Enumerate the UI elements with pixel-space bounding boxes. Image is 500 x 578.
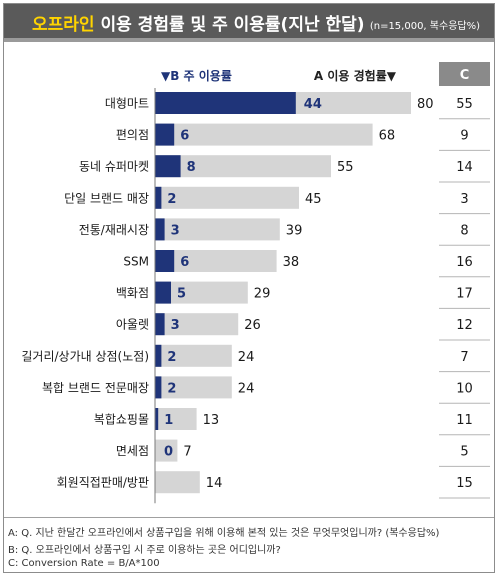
- value-label-c: 7: [460, 350, 468, 365]
- value-label-c: 5: [460, 445, 468, 460]
- value-label-a: 24: [238, 381, 255, 396]
- c-column-header-label: C: [460, 68, 470, 83]
- legend-a: A 이용 경험률▼: [314, 68, 397, 83]
- bar-a: [155, 439, 178, 462]
- title-accent: 오프라인: [32, 15, 95, 35]
- c-column-header: [439, 62, 490, 86]
- value-label-a: 55: [337, 160, 354, 175]
- value-label-c: 11: [456, 413, 473, 428]
- bar-a: [155, 313, 239, 336]
- value-label-a: 39: [286, 223, 303, 238]
- bar-a: [155, 344, 232, 367]
- category-label: 면세점: [116, 444, 149, 458]
- value-label-a: 7: [183, 445, 191, 460]
- category-label: 대형마트: [105, 97, 149, 111]
- bar-b: [155, 92, 296, 114]
- bar-b: [155, 344, 162, 367]
- value-label-b: 8: [187, 160, 196, 175]
- bar-a: [155, 155, 331, 178]
- value-label-b: 44: [304, 97, 322, 112]
- value-label-c: 14: [456, 160, 473, 175]
- bar-b: [155, 155, 181, 178]
- value-label-c: 10: [456, 381, 473, 396]
- footnote-b: B: Q. 오프라인에서 상품구입 시 주로 이용하는 곳은 어디입니까?: [8, 545, 281, 556]
- value-label-a: 68: [379, 129, 396, 144]
- category-label: 길거리/상가내 상점(노점): [21, 349, 149, 363]
- chart-frame: 오프라인 이용 경험률 및 주 이용률(지난 한달) (n=15,000, 복수…: [3, 3, 495, 573]
- bar-a: [155, 250, 277, 272]
- value-label-c: 15: [456, 476, 473, 491]
- footnote-c: C: Conversion Rate = B/A*100: [8, 558, 160, 569]
- bar-b: [155, 376, 162, 399]
- bar-a: [155, 376, 232, 399]
- value-label-b: 2: [167, 192, 176, 207]
- bar-a: [155, 218, 280, 241]
- value-label-a: 38: [283, 255, 300, 270]
- value-label-c: 55: [456, 97, 473, 112]
- value-label-c: 16: [456, 255, 473, 270]
- value-label-b: 2: [167, 350, 176, 365]
- category-label: 회원직접판매/방판: [57, 476, 149, 490]
- value-label-c: 12: [456, 318, 473, 333]
- value-label-a: 26: [244, 318, 261, 333]
- bar-b: [155, 408, 159, 430]
- value-label-b: 6: [180, 255, 189, 270]
- bar-a: [155, 123, 373, 146]
- value-label-b: 6: [180, 129, 189, 144]
- bar-b: [155, 218, 165, 241]
- category-label: 백화점: [116, 286, 149, 300]
- category-label: 편의점: [116, 128, 149, 142]
- value-label-a: 29: [254, 287, 271, 302]
- value-label-a: 45: [305, 192, 322, 207]
- value-label-b: 5: [177, 287, 186, 302]
- bar-b: [155, 250, 175, 272]
- value-label-b: 2: [167, 381, 176, 396]
- value-label-a: 24: [238, 350, 255, 365]
- bar-a: [155, 186, 299, 209]
- bar-a: [155, 408, 197, 430]
- bar-a: [155, 281, 248, 304]
- footnote-a: A: Q. 지난 한달간 오프라인에서 상품구입을 위해 이용해 본적 있는 것…: [8, 528, 440, 539]
- bar-b: [155, 313, 165, 336]
- value-label-c: 9: [460, 129, 468, 144]
- category-label: 복합 브랜드 전문매장: [42, 381, 149, 395]
- chart-title: 오프라인 이용 경험률 및 주 이용률(지난 한달): [32, 10, 365, 35]
- bar-b: [155, 123, 175, 146]
- category-label: 아울렛: [116, 318, 149, 332]
- title-bar: 오프라인 이용 경험률 및 주 이용률(지난 한달) (n=15,000, 복수…: [4, 4, 494, 42]
- value-label-b: 1: [164, 413, 173, 428]
- category-label: 복합쇼핑몰: [94, 413, 149, 427]
- value-label-b: 0: [164, 445, 173, 460]
- category-label: 단일 브랜드 매장: [64, 191, 149, 205]
- bar-b: [155, 281, 171, 304]
- value-label-c: 3: [460, 192, 468, 207]
- value-label-b: 3: [171, 223, 180, 238]
- value-label-b: 3: [171, 318, 180, 333]
- legend-b: ▼B 주 이용률: [161, 68, 232, 83]
- value-label-c: 17: [456, 287, 473, 302]
- value-label-a: 14: [206, 476, 223, 491]
- value-label-a: 80: [417, 97, 434, 112]
- value-label-a: 13: [203, 413, 220, 428]
- title-rest: 이용 경험률 및 주 이용률(지난 한달): [94, 15, 365, 35]
- value-label-c: 8: [460, 223, 468, 238]
- category-label: 동네 슈퍼마켓: [79, 160, 149, 174]
- footnotes: A: Q. 지난 한달간 오프라인에서 상품구입을 위해 이용해 본적 있는 것…: [4, 517, 494, 572]
- sample-note: (n=15,000, 복수응답%): [369, 21, 480, 32]
- bar-b: [155, 186, 162, 209]
- bar-a: [155, 471, 200, 494]
- category-label: 전통/재래시장: [79, 223, 149, 237]
- category-label: SSM: [123, 255, 149, 269]
